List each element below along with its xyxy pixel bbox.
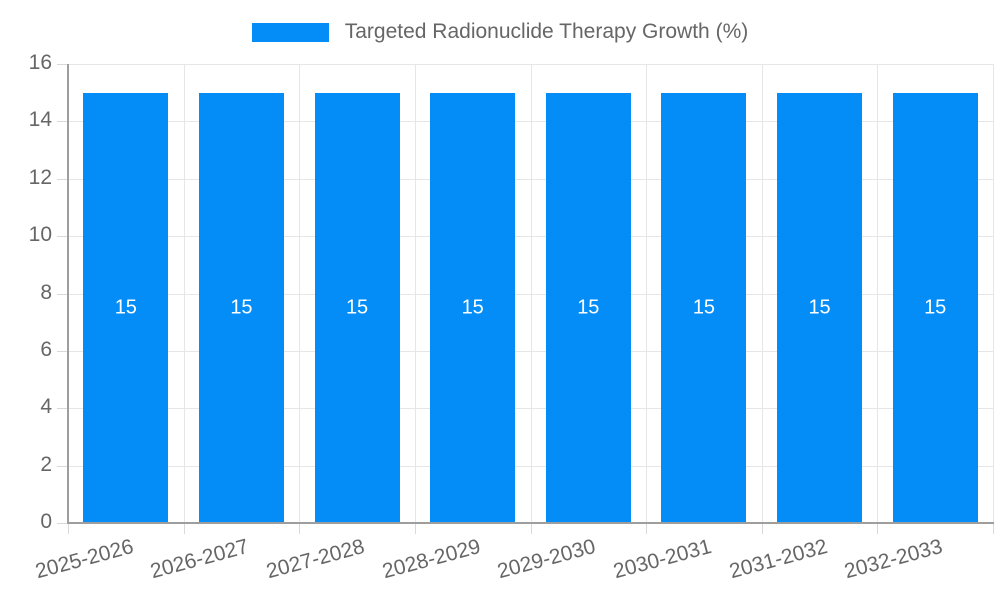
bar-value-label: 15 bbox=[461, 296, 484, 319]
y-axis-tick bbox=[57, 64, 68, 65]
x-axis-tick bbox=[646, 523, 648, 534]
gridline-x bbox=[530, 64, 532, 523]
bar-value-label: 15 bbox=[808, 296, 831, 319]
gridline-x bbox=[993, 64, 994, 523]
y-axis-tick bbox=[57, 121, 68, 123]
y-axis-tick-label: 12 bbox=[28, 165, 52, 189]
x-axis-tick bbox=[530, 523, 532, 534]
y-axis-tick bbox=[57, 350, 68, 352]
y-axis-tick bbox=[57, 178, 68, 180]
x-axis-tick bbox=[993, 523, 994, 534]
x-axis-tick bbox=[299, 523, 301, 534]
bar[interactable] bbox=[661, 92, 747, 523]
y-axis-tick-label: 4 bbox=[40, 395, 52, 419]
y-axis-tick-label: 14 bbox=[28, 108, 52, 132]
gridline-x bbox=[646, 64, 648, 523]
bar-value-label: 15 bbox=[345, 296, 369, 319]
y-axis-line bbox=[67, 64, 69, 524]
y-axis-tick bbox=[57, 236, 68, 238]
bar[interactable] bbox=[545, 92, 631, 523]
y-axis-tick bbox=[57, 523, 68, 524]
bar[interactable] bbox=[777, 92, 863, 523]
bar[interactable] bbox=[430, 92, 516, 523]
y-axis-tick-label: 10 bbox=[28, 223, 52, 247]
x-axis-tick bbox=[877, 523, 879, 534]
y-axis-tick-label: 8 bbox=[40, 280, 52, 304]
x-axis-tick bbox=[414, 523, 416, 534]
gridline-x bbox=[299, 64, 301, 523]
y-axis-tick-label: 16 bbox=[28, 51, 52, 74]
gridline-x bbox=[414, 64, 416, 523]
y-axis-tick-label: 0 bbox=[40, 510, 52, 533]
gridline-x bbox=[877, 64, 879, 523]
bar-value-label: 15 bbox=[692, 296, 716, 319]
bar-value-label: 15 bbox=[577, 296, 600, 319]
bar[interactable] bbox=[892, 92, 978, 523]
bar[interactable] bbox=[314, 92, 400, 523]
y-axis-tick bbox=[57, 293, 68, 295]
legend-label[interactable]: Targeted Radionuclide Therapy Growth (%) bbox=[344, 20, 749, 43]
legend-swatch[interactable] bbox=[251, 22, 329, 42]
gridline-x bbox=[183, 64, 185, 523]
y-axis-tick-label: 6 bbox=[40, 337, 52, 361]
bar-value-label: 15 bbox=[114, 296, 137, 319]
x-axis-tick bbox=[761, 523, 763, 534]
bar-value-label: 15 bbox=[230, 296, 253, 319]
y-axis-tick bbox=[57, 465, 68, 467]
x-axis-tick bbox=[183, 523, 185, 534]
bar[interactable] bbox=[198, 92, 284, 523]
x-axis-line bbox=[67, 522, 994, 524]
legend[interactable]: Targeted Radionuclide Therapy Growth (%) bbox=[0, 20, 1000, 44]
y-axis-tick-label: 2 bbox=[40, 452, 52, 476]
y-axis-tick bbox=[57, 408, 68, 410]
bar[interactable] bbox=[83, 92, 169, 523]
bar-value-label: 15 bbox=[924, 296, 947, 319]
gridline-x bbox=[761, 64, 763, 523]
x-axis-tick bbox=[68, 523, 69, 534]
